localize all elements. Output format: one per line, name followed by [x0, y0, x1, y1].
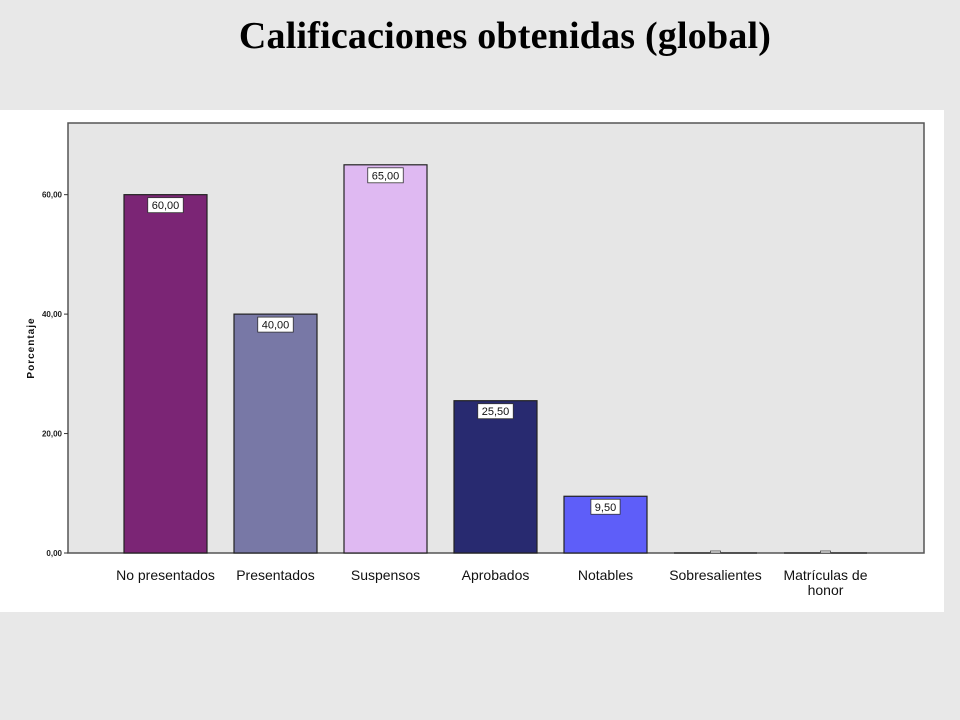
value-label-box — [147, 197, 184, 214]
value-label-box — [257, 316, 294, 333]
category-label: honor — [808, 582, 844, 598]
category-label: Suspensos — [351, 567, 420, 583]
category-label: Notables — [578, 567, 633, 583]
y-axis-title: Porcentaje — [26, 317, 37, 378]
value-label-box — [477, 403, 514, 420]
bar-chart: 0,00 20,00 40,00 60,00 Porcentaje 60,00 No pre… — [26, 122, 925, 598]
category-label: Presentados — [236, 567, 315, 583]
value-label-box — [367, 167, 404, 184]
category-label: No presentados — [116, 567, 215, 583]
bar — [343, 164, 428, 554]
category-label: Sobresalientes — [669, 567, 762, 583]
value-label: 60,00 — [152, 200, 180, 212]
category-label: Matrículas de — [783, 567, 867, 583]
y-tick-label: 40,00 — [42, 310, 63, 319]
bar — [123, 194, 208, 554]
value-label: 25,50 — [482, 406, 510, 418]
y-tick-label: 20,00 — [42, 430, 63, 439]
value-label: 40,00 — [262, 320, 290, 332]
page-title: Calificaciones obtenidas (global) — [238, 15, 772, 57]
bar-zero-marker — [820, 550, 831, 554]
bar-zero-marker — [710, 550, 721, 554]
y-tick-label: 60,00 — [42, 191, 63, 200]
value-label: 65,00 — [372, 170, 400, 182]
value-label-box — [590, 498, 621, 515]
value-label: 9,50 — [595, 502, 616, 514]
bar — [453, 400, 538, 554]
chart-panel: 0,00 20,00 40,00 60,00 Porcentaje 60,00 No pre… — [0, 110, 944, 612]
category-label: Aprobados — [462, 567, 530, 583]
bar — [233, 313, 318, 554]
y-tick-label: 0,00 — [46, 549, 62, 558]
